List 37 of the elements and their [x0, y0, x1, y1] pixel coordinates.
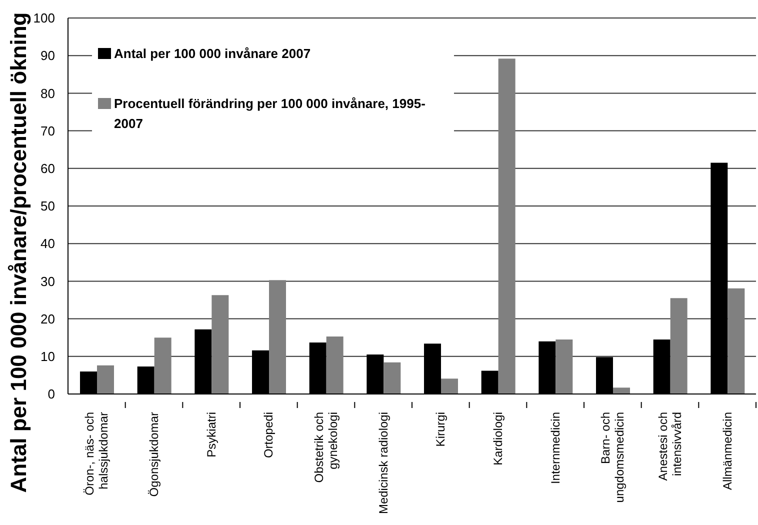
y-tick-label: 50	[40, 198, 55, 214]
legend-label: Procentuell förändring per 100 000 invånare, 1995-2007	[114, 96, 426, 131]
x-tick-label: Allmänmedicin	[720, 412, 734, 490]
y-tick-label: 60	[40, 161, 55, 176]
bar	[154, 338, 172, 394]
bar	[212, 295, 229, 394]
x-tick-label: Kirurgi	[434, 412, 448, 447]
y-tick-label: 20	[40, 311, 55, 326]
x-tick-label: Barn- och ungdomsmedicin	[598, 412, 627, 503]
y-tick-label: 30	[40, 274, 55, 289]
x-tick-label: Obstetrik och gynekologi	[312, 412, 340, 483]
y-tick-label: 80	[40, 86, 55, 101]
y-tick-label: 90	[40, 48, 55, 64]
legend-label: Antal per 100 000 invånare 2007	[114, 46, 311, 61]
bar	[498, 58, 516, 394]
bar	[384, 362, 401, 394]
bar	[556, 339, 573, 394]
bar	[728, 288, 745, 394]
x-tick-label: Medicinsk radiologi	[376, 412, 390, 514]
bar	[269, 280, 286, 394]
y-tick-label: 100	[33, 10, 55, 26]
x-tick-label: Kardiologi	[491, 412, 505, 466]
x-tick-label: Ortopedi	[262, 412, 276, 458]
x-tick-label: Internmedicin	[548, 412, 562, 484]
bar	[613, 388, 630, 394]
y-axis-title: Antal per 100 000 invånare/procentuell ökning	[6, 12, 31, 493]
y-tick-label: 10	[40, 349, 55, 364]
y-tick-label: 0	[48, 386, 55, 402]
bar	[326, 336, 344, 394]
bar	[441, 378, 458, 394]
bar	[97, 365, 114, 394]
x-tick-label: Öron-, näs- och halssjukdomar	[82, 412, 111, 496]
x-tick-label: Ögonsjukdomar	[147, 412, 161, 497]
bar	[670, 298, 688, 394]
y-tick-label: 40	[40, 236, 55, 252]
x-tick-label: Psykiatri	[204, 412, 218, 458]
y-tick-label: 70	[40, 123, 55, 138]
